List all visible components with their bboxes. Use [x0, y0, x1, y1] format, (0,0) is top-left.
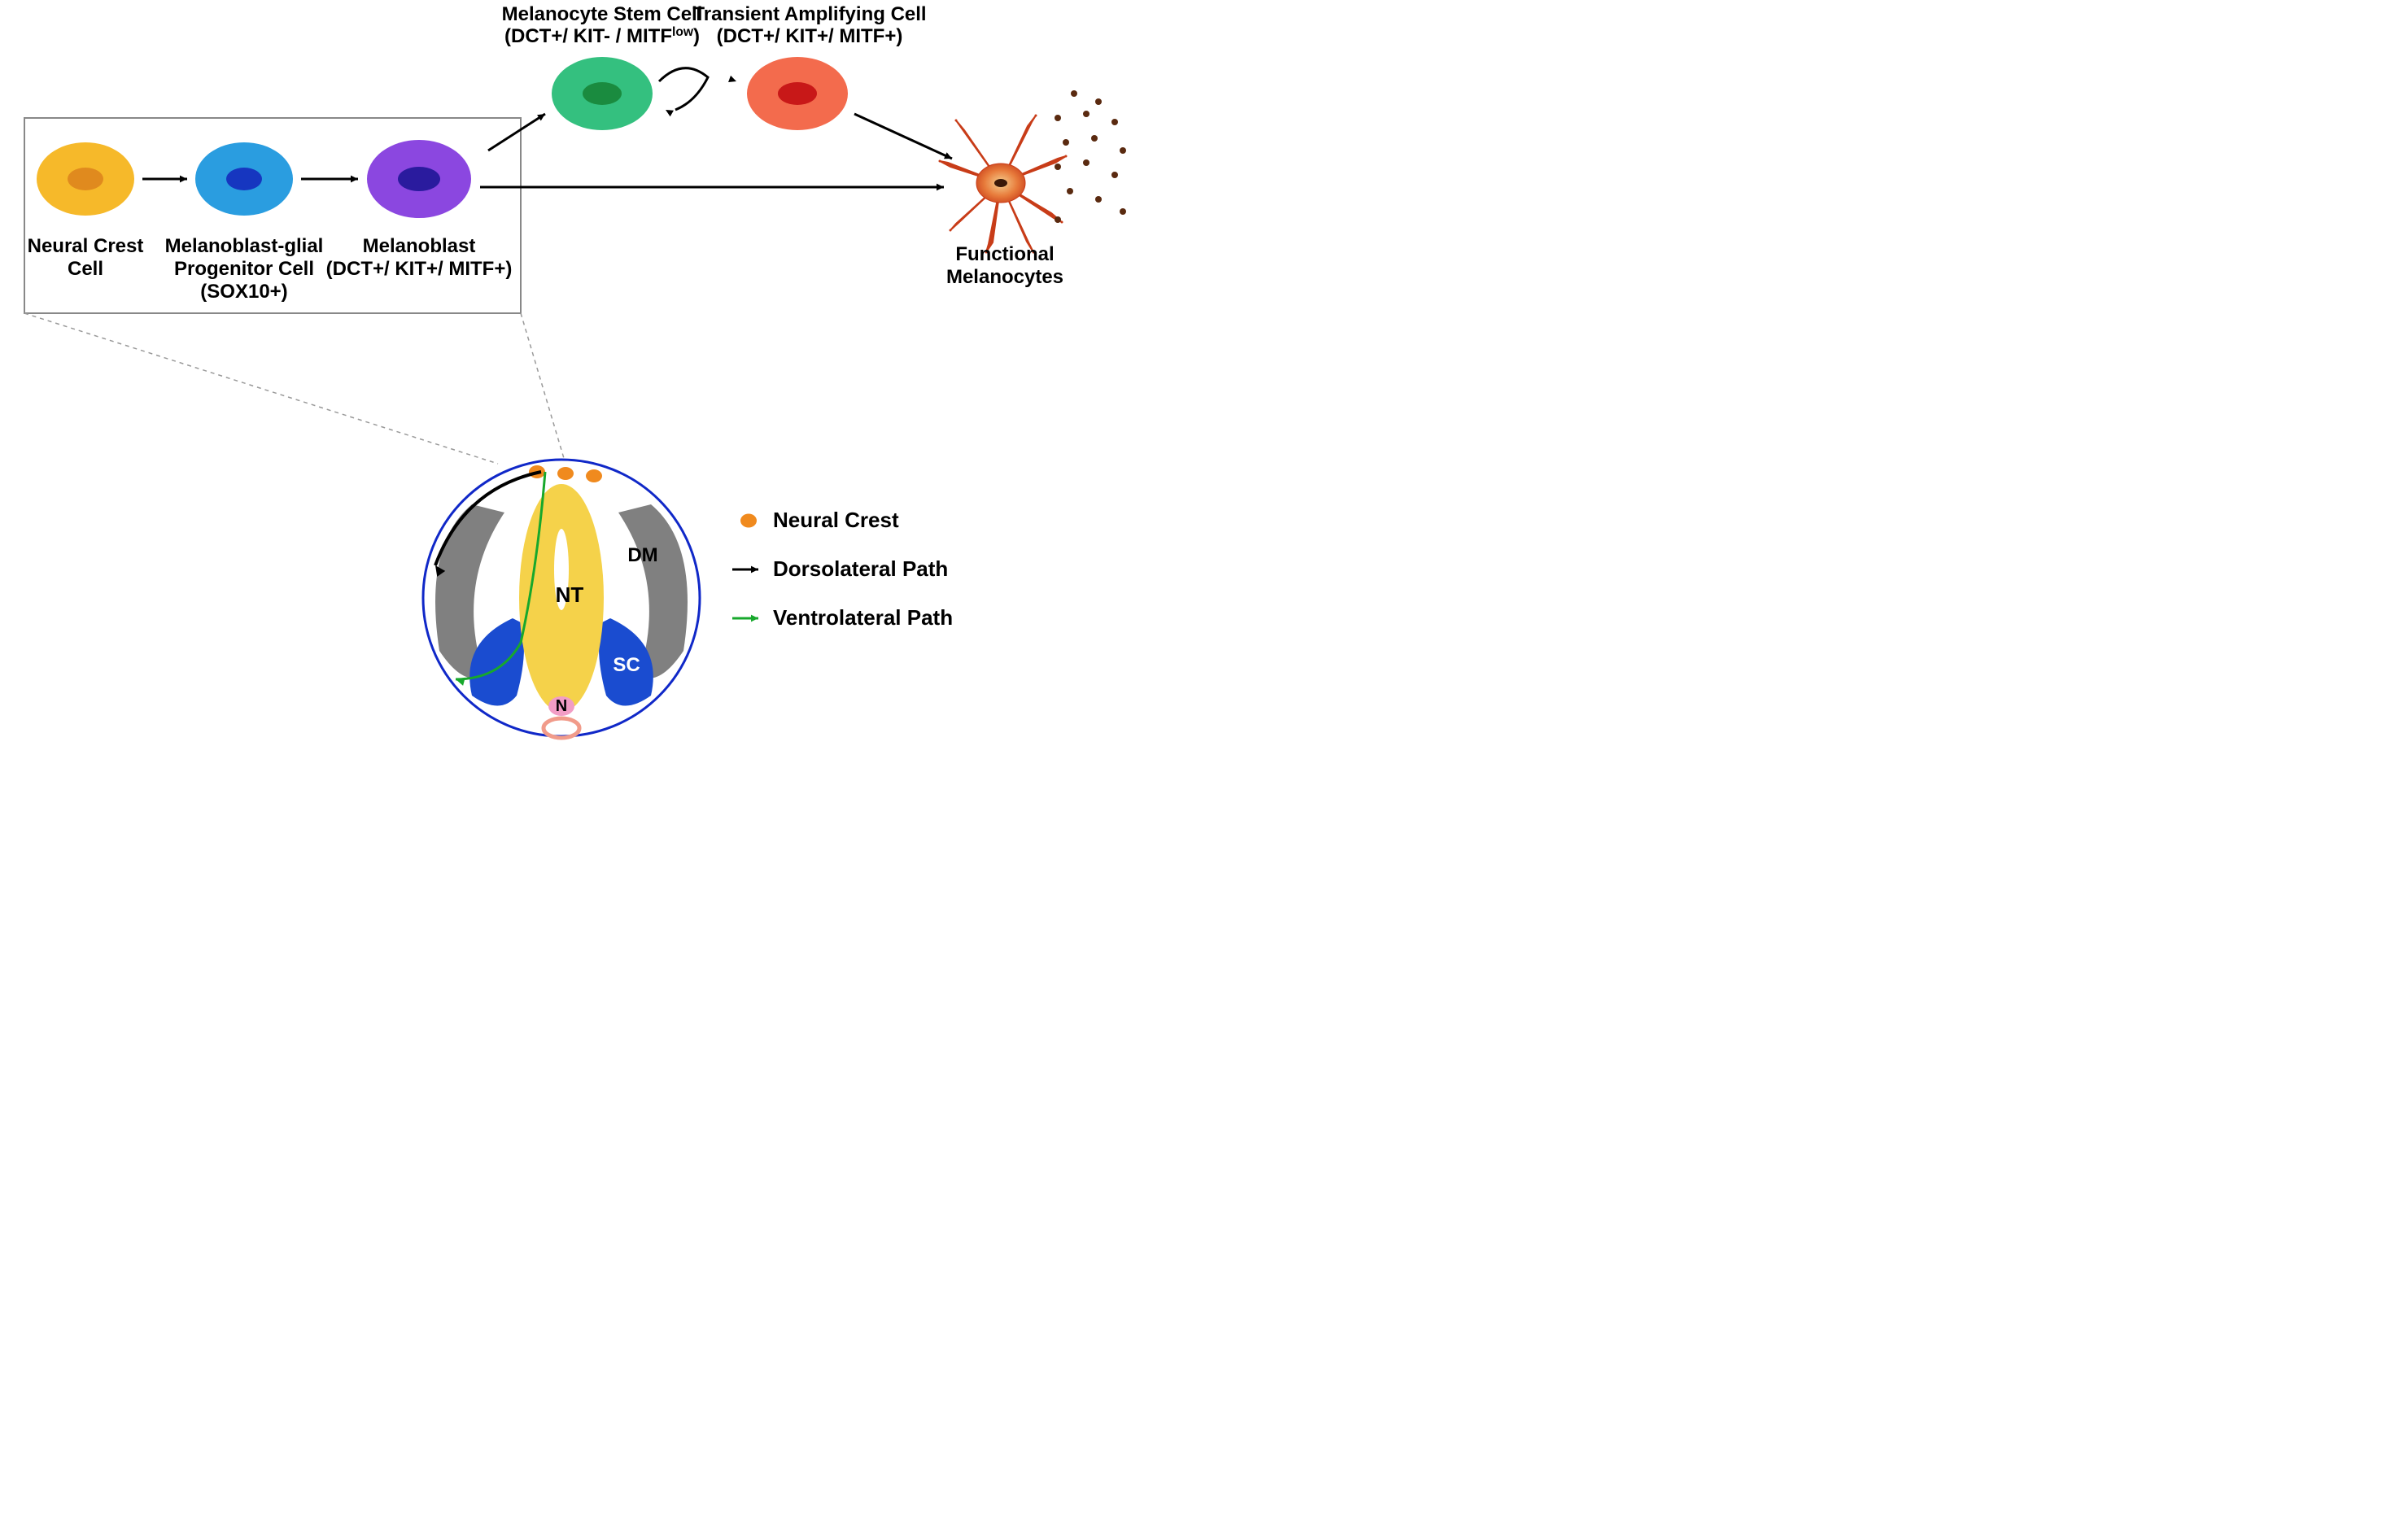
svg-text:Functional: Functional: [955, 243, 1054, 265]
melanin-dot: [1095, 196, 1102, 203]
svg-text:Melanocytes: Melanocytes: [946, 266, 1063, 288]
svg-text:Dorsolateral Path: Dorsolateral Path: [773, 556, 948, 581]
svg-text:(DCT+/ KIT+/ MITF+): (DCT+/ KIT+/ MITF+): [326, 258, 513, 280]
svg-text:DM: DM: [627, 544, 657, 566]
svg-text:Transient Amplifying Cell: Transient Amplifying Cell: [692, 3, 926, 25]
svg-text:Progenitor Cell: Progenitor Cell: [174, 258, 314, 280]
cell-ncc: [37, 142, 134, 216]
melanin-dot: [1111, 172, 1118, 178]
svg-text:NT: NT: [556, 582, 584, 607]
melanin-dot: [1083, 111, 1090, 117]
svg-text:Neural Crest: Neural Crest: [773, 508, 899, 532]
melanin-dot: [1067, 188, 1073, 194]
legend: [732, 514, 758, 622]
svg-text:Melanoblast-glial: Melanoblast-glial: [165, 235, 324, 257]
svg-text:(DCT+/ KIT- / MITFlow): (DCT+/ KIT- / MITFlow): [504, 25, 700, 48]
melanin-dot: [1071, 90, 1077, 97]
legend-neural-crest-icon: [740, 514, 757, 528]
svg-text:(SOX10+): (SOX10+): [200, 281, 287, 303]
melanin-dot: [1120, 208, 1126, 215]
melanin-dot: [1055, 115, 1061, 121]
bidir-arrow: [659, 68, 708, 110]
cell-mgpc: [195, 142, 293, 216]
melanin-dot: [1055, 164, 1061, 170]
melanin-dot: [1055, 216, 1061, 223]
cell-functional-melanocyte: [939, 90, 1127, 254]
melanin-dot: [1063, 139, 1069, 146]
svg-text:Melanocyte Stem Cell: Melanocyte Stem Cell: [502, 3, 703, 25]
svg-text:Melanoblast: Melanoblast: [363, 235, 476, 257]
cell-msc: [552, 57, 653, 130]
melanin-dot: [1111, 119, 1118, 125]
leader-line: [24, 313, 498, 464]
svg-text:Neural Crest: Neural Crest: [28, 235, 144, 257]
leader-line: [521, 313, 565, 464]
cell-tac: [747, 57, 848, 130]
neural-crest-dot: [586, 469, 602, 482]
melanin-dot: [1083, 159, 1090, 166]
neural-crest-dot: [557, 467, 574, 480]
svg-text:N: N: [556, 697, 567, 715]
svg-text:SC: SC: [613, 654, 640, 676]
melanin-dot: [1095, 98, 1102, 105]
cell-mb: [367, 140, 471, 218]
svg-text:Ventrolateral Path: Ventrolateral Path: [773, 605, 953, 630]
svg-text:(DCT+/ KIT+/ MITF+): (DCT+/ KIT+/ MITF+): [717, 25, 903, 47]
svg-text:Cell: Cell: [68, 258, 103, 280]
melanin-dot: [1120, 147, 1126, 154]
melanin-dot: [1091, 135, 1098, 142]
